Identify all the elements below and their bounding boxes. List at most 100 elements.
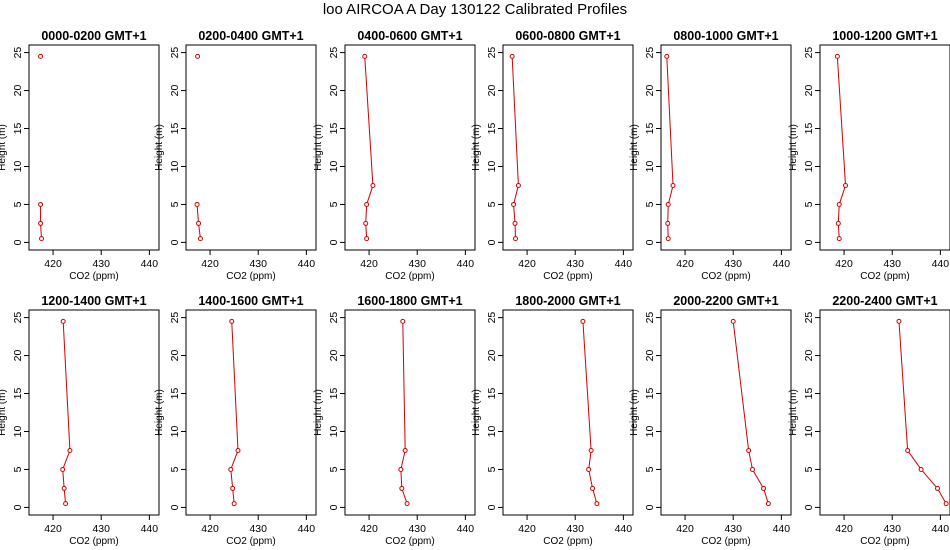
plot-frame [185,44,317,251]
data-point [512,220,518,226]
y-tick-label: 15 [486,123,498,135]
profile-segment [198,223,201,239]
x-tick-label: 420 [44,258,62,270]
x-tick-label: 430 [566,523,584,535]
panel-title: 1800-2000 GMT+1 [515,294,620,308]
data-point [905,447,911,453]
x-tick-label: 440 [932,258,950,270]
y-tick-label: 15 [486,388,498,400]
x-tick-label: 430 [724,523,742,535]
data-point [196,220,202,226]
profile-segment [920,469,938,489]
profile-panel: 0200-0400 GMT+1 0 5 10 15 20 25 420 430 440 CO2 (p… [154,29,317,282]
x-tick-label: 420 [360,258,378,270]
y-tick-label: 20 [486,350,498,362]
y-tick-label: 15 [803,388,815,400]
profile-segment [837,204,840,224]
data-point [590,485,596,491]
profile-segment [196,204,200,224]
x-axis-label: CO2 (ppm) [701,536,750,547]
y-tick-label: 20 [803,85,815,97]
profile-segment [400,469,403,489]
data-point [765,501,771,507]
y-tick-label: 5 [486,466,498,472]
data-point [515,182,521,188]
y-tick-label: 20 [12,350,24,362]
profile-segment [62,450,71,470]
profile-segment [837,223,840,239]
data-point [746,447,752,453]
profile-panel: 1600-1800 GMT+1 0 5 10 15 20 25 420 430 440 CO2 (p… [313,294,476,547]
plot-frame [660,309,792,516]
y-tick-label: 5 [803,201,815,207]
data-point [60,466,66,472]
y-tick-label: 10 [644,160,656,172]
x-tick-label: 440 [298,258,316,270]
data-point [404,501,410,507]
y-tick-label: 20 [169,85,181,97]
data-point [843,182,849,188]
y-tick-label: 0 [169,239,181,245]
data-point [61,485,67,491]
y-tick-label: 25 [644,47,656,59]
y-tick-label: 0 [486,239,498,245]
panel-title: 2200-2400 GMT+1 [832,294,937,308]
profile-segment [752,469,764,489]
plot-frame [344,309,476,516]
data-point [934,485,940,491]
y-tick-label: 25 [328,47,340,59]
y-tick-label: 25 [169,47,181,59]
y-axis-label: Height (m) [154,389,165,436]
data-point [194,201,200,207]
data-point [364,236,370,242]
y-tick-label: 0 [328,504,340,510]
data-point [835,220,841,226]
y-axis-label: Height (m) [471,389,482,436]
y-tick-label: 5 [328,201,340,207]
x-axis-label: CO2 (ppm) [226,271,275,282]
y-axis-label: Height (m) [629,389,640,436]
data-point [665,201,671,207]
x-tick-label: 420 [676,258,694,270]
profile-segment [588,469,594,489]
profile-panel: 0600-0800 GMT+1 0 5 10 15 20 25 420 430 440 CO2 (p… [471,29,634,282]
y-tick-label: 25 [486,312,498,324]
profile-panel: 0400-0600 GMT+1 0 5 10 15 20 25 420 430 440 CO2 (p… [313,29,476,282]
y-tick-label: 0 [644,239,656,245]
x-axis-label: CO2 (ppm) [385,271,434,282]
y-tick-label: 25 [12,47,24,59]
y-tick-label: 15 [644,123,656,135]
x-tick-label: 420 [518,258,536,270]
data-point [665,236,671,242]
profile-segment [230,450,239,470]
profile-segment [907,450,922,470]
panel-title: 0000-0200 GMT+1 [41,29,146,43]
profile-segment [748,450,753,470]
profile-panel: 1400-1600 GMT+1 0 5 10 15 20 25 420 430 440 CO2 (p… [154,294,317,547]
x-tick-label: 420 [360,523,378,535]
data-point [588,447,594,453]
y-axis-label: Height (m) [154,124,165,171]
profile-segment [63,488,67,504]
y-tick-label: 10 [803,425,815,437]
profile-panel: 1000-1200 GMT+1 0 5 10 15 20 25 420 430 440 CO2 (p… [788,29,950,282]
profile-segment [898,321,909,451]
data-point [402,447,408,453]
x-axis-label: CO2 (ppm) [860,536,909,547]
y-tick-label: 15 [12,388,24,400]
data-point [363,220,369,226]
y-tick-label: 10 [12,160,24,172]
profile-segment [62,469,65,489]
y-axis-label: Height (m) [0,124,8,171]
profile-panel: 1200-1400 GMT+1 0 5 10 15 20 25 420 430 440 CO2 (p… [0,294,160,547]
y-tick-label: 10 [644,425,656,437]
data-point [197,236,203,242]
plot-frame [185,309,317,516]
y-tick-label: 0 [12,239,24,245]
x-tick-label: 430 [883,258,901,270]
y-tick-label: 0 [12,504,24,510]
x-tick-label: 430 [566,258,584,270]
data-point [513,236,519,242]
x-tick-label: 420 [518,523,536,535]
y-tick-label: 5 [12,466,24,472]
